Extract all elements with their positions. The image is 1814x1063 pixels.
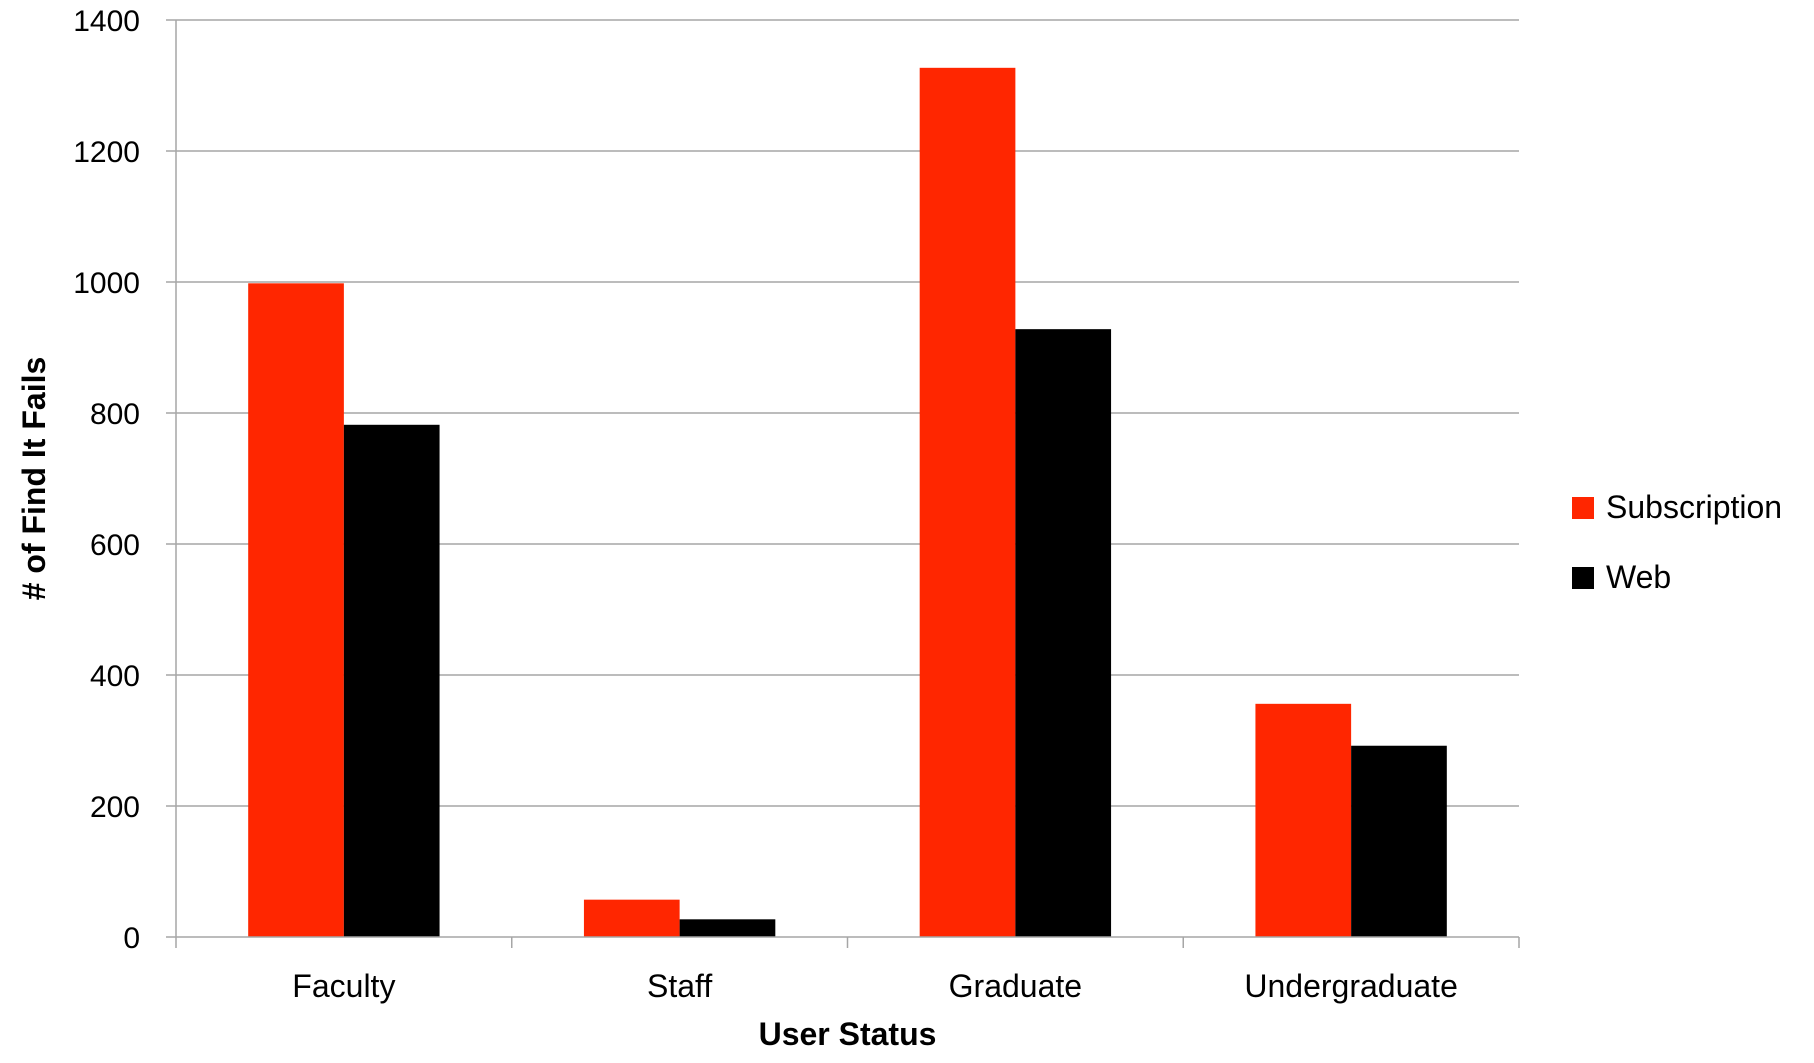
x-category-label: Graduate xyxy=(949,968,1082,1004)
legend: Subscription Web xyxy=(1572,489,1782,595)
x-category-labels: Faculty Staff Graduate Undergraduate xyxy=(292,968,1458,1004)
x-category-label: Undergraduate xyxy=(1244,968,1457,1004)
bars xyxy=(248,67,1447,937)
y-tick-label: 200 xyxy=(90,791,140,824)
x-category-label: Staff xyxy=(647,968,712,1004)
y-tick-label: 0 xyxy=(123,922,140,955)
y-tick-label: 1400 xyxy=(73,5,140,38)
y-tick-label: 1000 xyxy=(73,267,140,300)
bar-web-staff xyxy=(679,919,776,937)
legend-swatch-subscription xyxy=(1572,497,1594,519)
legend-swatch-web xyxy=(1572,567,1594,589)
bar-web-undergraduate xyxy=(1351,745,1447,937)
y-tick-label: 1200 xyxy=(73,136,140,169)
y-tick-label: 600 xyxy=(90,529,140,562)
y-tick-label: 800 xyxy=(90,398,140,431)
y-tick-label: 400 xyxy=(90,660,140,693)
legend-label-subscription: Subscription xyxy=(1606,489,1782,525)
bar-subscription-graduate xyxy=(919,67,1016,937)
y-axis-title: # of Find It Fails xyxy=(16,357,52,601)
legend-label-web: Web xyxy=(1606,559,1671,595)
bar-subscription-undergraduate xyxy=(1255,703,1352,937)
bar-web-graduate xyxy=(1015,329,1112,937)
x-axis-title: User Status xyxy=(759,1016,937,1052)
axes xyxy=(175,20,1519,938)
x-category-label: Faculty xyxy=(292,968,395,1004)
bar-web-faculty xyxy=(343,424,440,937)
bar-subscription-staff xyxy=(583,899,680,937)
bar-subscription-faculty xyxy=(248,283,344,937)
y-tick-labels: 0 200 400 600 800 1000 1200 1400 xyxy=(73,5,140,955)
